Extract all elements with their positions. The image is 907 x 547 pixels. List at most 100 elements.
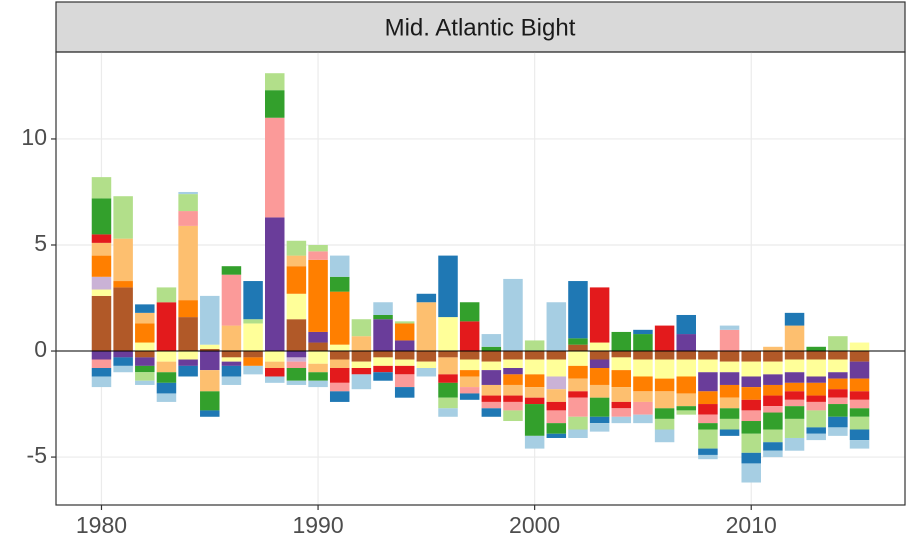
bar-segment — [849, 391, 870, 400]
bar-segment — [156, 361, 177, 373]
bar-segment — [741, 421, 761, 434]
bar-segment — [113, 351, 133, 358]
bar-segment — [243, 319, 263, 324]
bar-segment — [828, 397, 848, 405]
bar-segment — [589, 416, 610, 424]
bar-segment — [763, 412, 783, 430]
bar-segment — [351, 374, 372, 390]
bar-segment — [741, 387, 761, 400]
bar-segment — [611, 416, 632, 424]
bar-segment — [265, 361, 285, 368]
bar-segment — [481, 334, 502, 347]
bar-segment — [524, 397, 545, 405]
bar-segment — [568, 338, 588, 345]
bar-segment — [91, 177, 112, 199]
bar-segment — [91, 367, 112, 377]
bar-segment — [546, 302, 567, 352]
bar-segment — [265, 90, 285, 118]
bar-segment — [568, 391, 588, 398]
bar-segment — [784, 418, 805, 438]
bar-segment — [394, 359, 415, 366]
bar-segment — [589, 397, 610, 417]
bar-segment — [546, 433, 567, 438]
bar-segment — [763, 442, 783, 451]
bar-segment — [351, 351, 372, 362]
bar-segment — [459, 387, 480, 394]
bar-segment — [351, 319, 372, 337]
bar-segment — [763, 384, 783, 396]
bar-segment — [394, 374, 415, 388]
bar-segment — [135, 351, 155, 358]
bar-segment — [243, 323, 263, 352]
bar-segment — [546, 423, 567, 434]
bar-segment — [178, 211, 198, 226]
bar-segment — [438, 382, 458, 398]
bar-segment — [719, 329, 740, 352]
bar-segment — [503, 351, 523, 360]
bar-segment — [373, 357, 393, 366]
bar-segment — [568, 351, 588, 366]
bar-segment — [849, 416, 870, 430]
bar-segment — [589, 423, 610, 432]
bar-segment — [568, 429, 588, 438]
bar-segment — [308, 342, 328, 352]
bar-segment — [329, 391, 350, 402]
bar-segment — [178, 225, 198, 301]
bar-segment — [286, 240, 307, 256]
bar-segment — [546, 401, 567, 411]
bar-segment — [481, 351, 502, 362]
bar-segment — [481, 401, 502, 409]
bar-segment — [676, 314, 696, 335]
bar-segment — [91, 234, 112, 243]
bar-segment — [828, 416, 848, 428]
bars — [91, 73, 870, 483]
bar-segment — [633, 376, 653, 392]
bar-segment — [373, 365, 393, 373]
bar-segment — [286, 351, 307, 358]
bar-segment — [763, 450, 783, 458]
bar-segment — [438, 374, 458, 383]
bar-segment — [676, 359, 696, 377]
y-tick-label: 5 — [34, 230, 47, 256]
bar-segment — [698, 414, 718, 424]
bar-segment — [828, 351, 848, 360]
bar-segment — [524, 340, 545, 352]
bar-segment — [676, 334, 696, 352]
bar-segment — [698, 359, 718, 373]
bar-segment — [135, 323, 155, 343]
bar-segment — [329, 359, 350, 368]
bar-segment — [156, 351, 177, 362]
bar-segment — [633, 401, 653, 415]
bar-segment — [351, 336, 372, 352]
bar-segment — [763, 374, 783, 385]
bar-segment — [763, 395, 783, 407]
bar-segment — [589, 342, 610, 352]
bar-segment — [546, 376, 567, 390]
bar-segment — [286, 319, 307, 352]
bar-segment — [719, 361, 740, 373]
bar-segment — [784, 359, 805, 373]
bar-segment — [373, 372, 393, 381]
bar-segment — [91, 295, 112, 352]
bar-segment — [135, 312, 155, 324]
bar-segment — [719, 372, 740, 385]
bar-segment — [763, 346, 783, 352]
bar-segment — [200, 391, 220, 411]
bar-segment — [438, 397, 458, 409]
bar-segment — [308, 244, 328, 252]
bar-segment — [416, 361, 437, 368]
bar-segment — [524, 374, 545, 388]
bar-segment — [135, 342, 155, 352]
bar-segment — [481, 384, 502, 396]
bar-segment — [156, 372, 177, 383]
bar-segment — [286, 266, 307, 294]
bar-segment — [784, 372, 805, 383]
bar-segment — [698, 351, 718, 360]
bar-segment — [676, 406, 696, 411]
x-tick-label: 2010 — [726, 512, 777, 538]
bar-segment — [741, 399, 761, 411]
bar-segment — [849, 440, 870, 449]
bar-segment — [91, 198, 112, 235]
bar-segment — [828, 359, 848, 373]
bar-segment — [265, 217, 285, 352]
